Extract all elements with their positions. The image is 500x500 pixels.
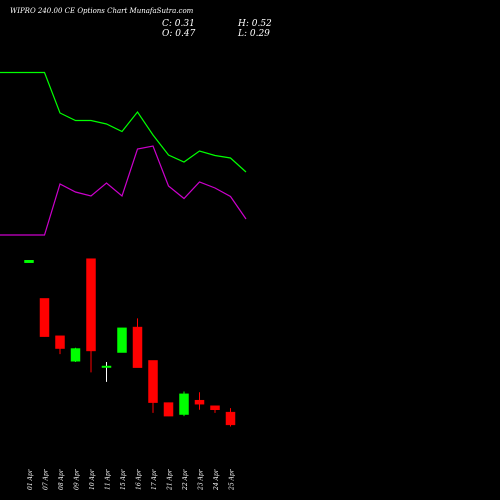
- chart-title: WIPRO 240.00 CE Options Chart MunafaSutr…: [10, 7, 194, 15]
- date-tick-label: 15 Apr: [120, 468, 127, 490]
- date-tick-label: 17 Apr: [151, 468, 158, 490]
- candle-body: [39, 298, 50, 337]
- date-tick-label: 21 Apr: [167, 468, 174, 491]
- date-tick-label: 11 Apr: [105, 468, 112, 490]
- candle-body: [101, 365, 112, 368]
- candle-body: [225, 411, 236, 426]
- date-tick-label: 01 Apr: [27, 468, 34, 490]
- date-tick-label: 10 Apr: [89, 468, 96, 490]
- upper-band-line: [0, 71, 247, 173]
- candle-body: [117, 327, 127, 353]
- candle-body: [163, 402, 174, 417]
- candle-body: [194, 399, 205, 405]
- lower-band-line: [0, 145, 247, 236]
- candle-body: [70, 348, 81, 362]
- date-tick-label: 07 Apr: [43, 468, 50, 490]
- date-tick-label: 23 Apr: [198, 468, 205, 491]
- candle-body: [86, 258, 96, 352]
- date-tick-label: 16 Apr: [136, 468, 143, 490]
- date-tick-label: 25 Apr: [229, 468, 236, 491]
- high-value: H: 0.52: [238, 19, 272, 29]
- date-tick-label: 22 Apr: [182, 468, 189, 491]
- close-value: C: 0.31: [162, 19, 195, 29]
- candle-body: [24, 260, 34, 263]
- candle-body: [148, 360, 158, 403]
- candle-body: [132, 326, 143, 368]
- open-value: O: 0.47: [162, 29, 196, 39]
- date-tick-label: 24 Apr: [213, 468, 220, 491]
- date-tick-label: 08 Apr: [58, 468, 65, 490]
- date-tick-label: 09 Apr: [74, 468, 81, 490]
- candle-body: [55, 335, 65, 349]
- low-value: L: 0.29: [238, 29, 270, 39]
- candle-body: [179, 393, 189, 415]
- candle-body: [210, 405, 220, 410]
